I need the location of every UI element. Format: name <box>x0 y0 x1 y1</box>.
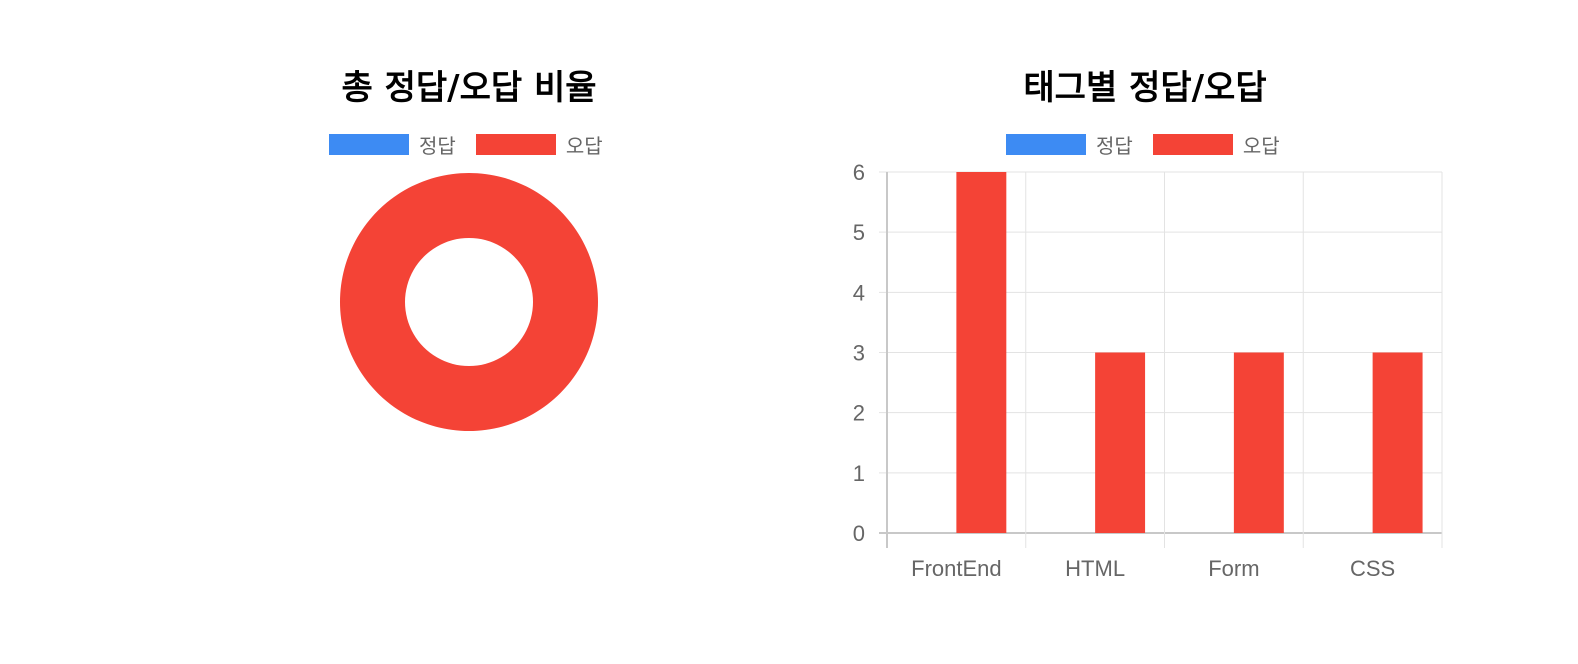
doughnut-slice-wrong[interactable] <box>339 173 598 432</box>
legend-label-correct: 정답 <box>1096 134 1133 158</box>
x-tick-label: HTML <box>1065 556 1125 581</box>
y-tick-label: 4 <box>853 280 865 305</box>
legend-swatch-wrong <box>475 134 556 155</box>
legend-item-wrong[interactable]: 오답 <box>475 130 603 159</box>
legend-swatch-wrong <box>1152 134 1233 155</box>
legend-item-correct[interactable]: 정답 <box>329 130 456 159</box>
bar-wrong-frontend[interactable] <box>956 172 1007 533</box>
y-tick-label: 0 <box>853 521 865 546</box>
legend-label-wrong: 오답 <box>1242 134 1280 158</box>
y-tick-label: 3 <box>853 341 865 366</box>
doughnut-chart-panel: 총 정답/오답 비율 정답 오답 <box>329 68 603 432</box>
legend-item-wrong[interactable]: 오답 <box>1152 130 1280 159</box>
doughnut-plot <box>339 173 598 432</box>
bar-wrong-css[interactable] <box>1372 352 1423 534</box>
y-tick-label: 2 <box>853 401 865 426</box>
x-tick-label: CSS <box>1350 556 1395 581</box>
bar-plot: 0 1 2 3 4 5 6 FrontEnd HTML Form CSS <box>853 160 1443 581</box>
bar-wrong-html[interactable] <box>1095 352 1146 534</box>
x-tick-label: FrontEnd <box>911 556 1002 581</box>
legend-item-correct[interactable]: 정답 <box>1006 130 1133 159</box>
y-tick-label: 1 <box>853 461 865 486</box>
doughnut-legend: 정답 오답 <box>329 130 603 159</box>
x-tick-label: Form <box>1208 556 1259 581</box>
bar-chart-title: 태그별 정답/오답 <box>1023 68 1267 108</box>
bar-legend: 정답 오답 <box>1006 130 1280 159</box>
legend-label-wrong: 오답 <box>565 134 603 158</box>
legend-swatch-correct <box>1006 134 1086 155</box>
y-tick-label: 5 <box>853 220 865 245</box>
y-tick-label: 6 <box>853 160 865 185</box>
doughnut-chart-title: 총 정답/오답 비율 <box>341 68 597 108</box>
bar-wrong-form[interactable] <box>1233 352 1284 534</box>
legend-label-correct: 정답 <box>419 134 456 158</box>
legend-swatch-correct <box>329 134 409 155</box>
bar-chart-panel: 태그별 정답/오답 정답 오답 0 1 2 3 4 5 6 FrontEnd HTML Form C… <box>780 0 1578 664</box>
